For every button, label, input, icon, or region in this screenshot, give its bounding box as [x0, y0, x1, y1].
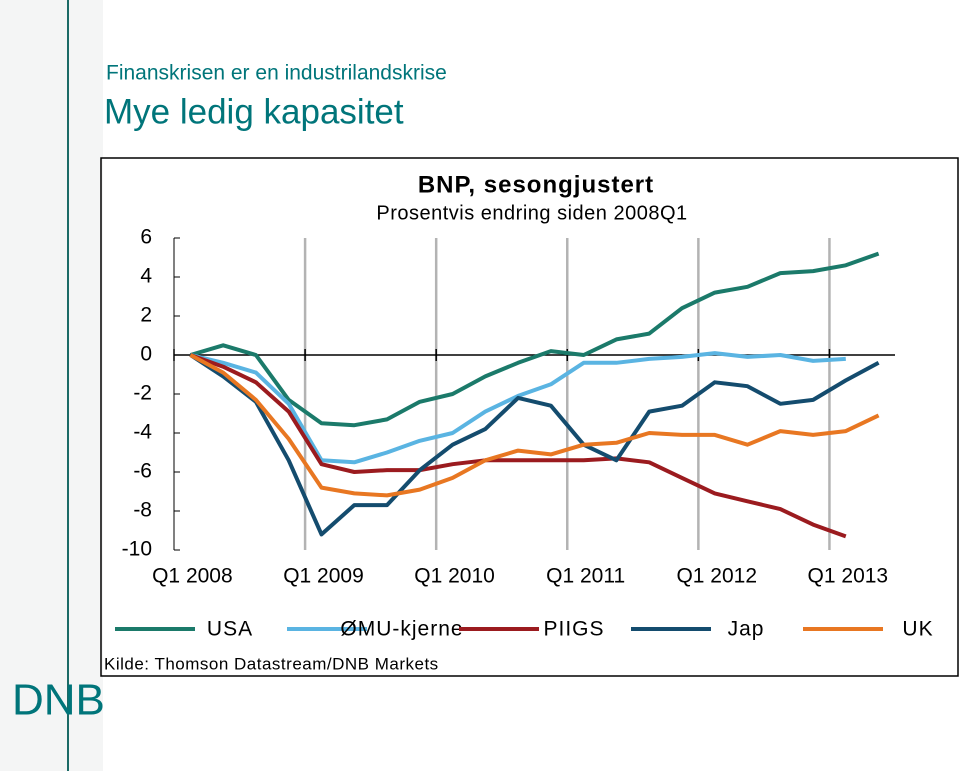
y-tick-label: -2	[133, 382, 152, 405]
series-line	[189, 353, 880, 498]
chart-title: BNP, sesongjustert	[418, 171, 654, 198]
chart-frame	[100, 157, 959, 677]
logo: DNB	[12, 676, 105, 725]
source: Kilde: Thomson Datastream/DNB Markets	[104, 654, 439, 673]
x-tick-label: Q1 2008	[152, 565, 233, 588]
series-line	[189, 251, 880, 428]
x-tick-label: Q1 2013	[808, 565, 889, 588]
y-tick-label: -6	[133, 460, 152, 483]
slide-title: Mye ledig kapasitet	[104, 92, 404, 131]
chart-subtitle: Prosentvis endring siden 2008Q1	[376, 202, 687, 224]
slide-kicker: Finanskrisen er en industrilandskrise	[106, 62, 447, 85]
series-line	[189, 353, 880, 537]
y-tick-label: -8	[133, 499, 152, 522]
y-tick-label: 4	[140, 265, 152, 288]
x-tick-label: Q1 2011	[546, 565, 625, 588]
legend-label: ØMU-kjerne	[340, 618, 463, 641]
y-tick-label: -10	[122, 538, 152, 561]
y-tick-label: 6	[140, 226, 152, 249]
series-line	[189, 353, 847, 539]
legend-label: USA	[207, 618, 253, 641]
x-tick-label: Q1 2009	[283, 565, 364, 588]
legend-label: UK	[902, 618, 933, 641]
legend-label: PIIGS	[543, 618, 604, 641]
x-tick-label: Q1 2010	[414, 565, 495, 588]
x-tick-label: Q1 2012	[676, 565, 757, 588]
y-tick-label: -4	[133, 421, 152, 444]
legend-label: Jap	[728, 618, 765, 641]
y-tick-label: 2	[140, 304, 152, 327]
side-panel	[0, 0, 103, 771]
y-tick-label: 0	[140, 343, 152, 366]
